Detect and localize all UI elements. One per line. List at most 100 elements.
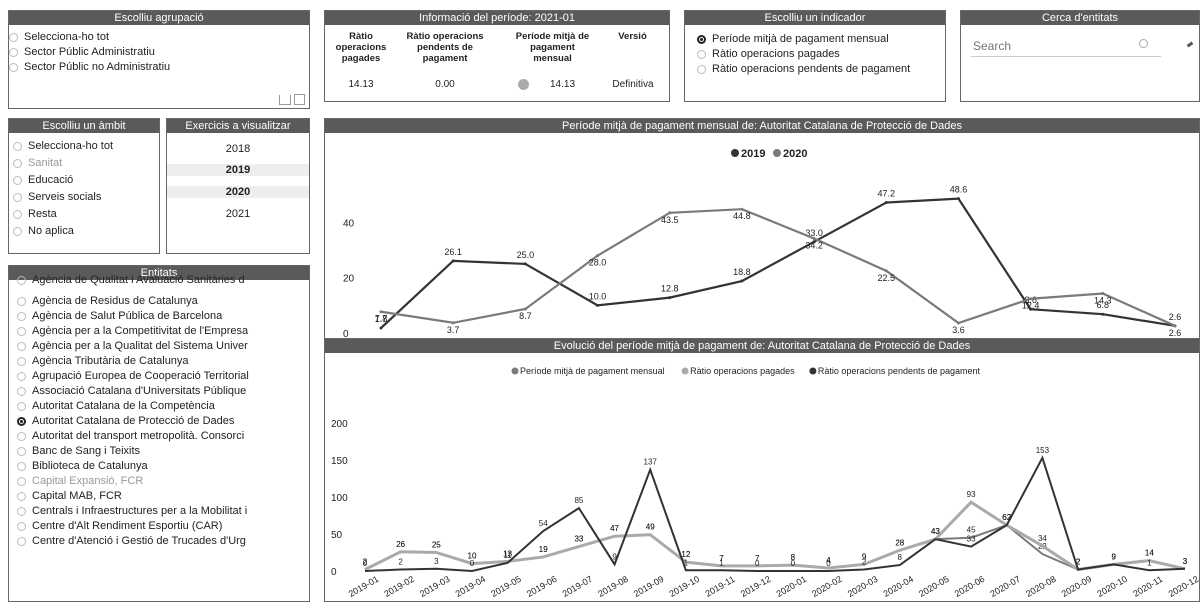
- data-label: 44.8: [733, 211, 751, 221]
- legend-label: Ràtio operacions pagades: [690, 366, 795, 376]
- entitat-item[interactable]: Autoritat Catalana de la Competència: [17, 400, 305, 412]
- radio-icon: [17, 446, 26, 456]
- info-value: Definitiva: [612, 79, 654, 90]
- entitat-item[interactable]: Agència de Salut Pública de Barcelona: [17, 310, 305, 322]
- data-label: 8.7: [519, 311, 532, 321]
- data-label: 2: [363, 558, 368, 567]
- data-label: 13: [503, 549, 512, 558]
- series-line: [364, 500, 1186, 572]
- year-option[interactable]: 2019: [167, 164, 309, 176]
- y-tick-label: 50: [331, 530, 343, 541]
- entitat-item[interactable]: Autoritat del transport metropolità. Con…: [17, 430, 305, 442]
- entitat-item[interactable]: Agència de Residus de Catalunya: [17, 295, 305, 307]
- indicador-option[interactable]: Ràtio operacions pendents de pagament: [697, 63, 945, 75]
- entitat-item[interactable]: Agència per a la Qualitat del Sistema Un…: [17, 340, 305, 352]
- data-label: 3: [434, 557, 439, 566]
- exercicis-title: Exercicis a visualitzar: [167, 119, 309, 133]
- legend-marker: [731, 149, 739, 157]
- ambit-option[interactable]: Educació: [13, 174, 159, 186]
- data-point: [523, 307, 527, 311]
- radio-icon: [697, 64, 706, 74]
- data-point: [668, 296, 672, 300]
- data-label: 14.3: [1094, 295, 1112, 305]
- data-point: [1173, 324, 1177, 328]
- x-tick-label: 2020-07: [988, 574, 1022, 599]
- entitat-item[interactable]: Agrupació Europea de Cooperació Territor…: [17, 370, 305, 382]
- data-label: 0: [826, 559, 831, 568]
- data-point: [884, 269, 888, 273]
- entitat-label: Agència Tributària de Catalunya: [32, 355, 189, 367]
- year-option[interactable]: 2018: [225, 143, 251, 155]
- entitat-label: Autoritat Catalana de la Competència: [32, 400, 215, 412]
- entitats-title: Entitats: [9, 266, 309, 280]
- ambit-option[interactable]: No aplica: [13, 225, 159, 237]
- data-label: 9: [862, 552, 867, 561]
- entitat-label: Agència de Residus de Catalunya: [32, 295, 198, 307]
- data-label: 25.0: [517, 250, 535, 260]
- data-label: 2.6: [1169, 328, 1182, 338]
- x-tick-label: 2020-12: [1167, 574, 1199, 599]
- ambit-option[interactable]: Selecciona-ho tot: [13, 140, 159, 152]
- indicador-option[interactable]: Període mitjà de pagament mensual: [697, 33, 945, 45]
- cerca-title: Cerca d'entitats: [961, 11, 1199, 25]
- series-line: [380, 197, 1176, 329]
- radio-icon: [17, 521, 26, 531]
- search-icon[interactable]: [1139, 39, 1148, 48]
- agrupacio-option[interactable]: Sector Públic no Administratiu: [9, 61, 309, 73]
- radio-icon: [17, 371, 26, 381]
- entitat-item[interactable]: Biblioteca de Catalunya: [17, 460, 305, 472]
- data-label: 9: [612, 552, 617, 561]
- data-label: 7: [719, 554, 724, 563]
- entitat-label: Agència de Salut Pública de Barcelona: [32, 310, 223, 322]
- search-input[interactable]: [971, 35, 1161, 57]
- eraser-icon[interactable]: [1186, 41, 1194, 48]
- radio-icon: [9, 47, 18, 57]
- data-label: 11: [503, 551, 512, 560]
- ambit-option[interactable]: Sanitat: [13, 157, 159, 169]
- year-option[interactable]: 2021: [225, 208, 251, 220]
- data-label: 2: [1076, 558, 1081, 567]
- data-label: 9: [1111, 552, 1116, 561]
- info-value: 0.00: [435, 79, 455, 90]
- entitat-item[interactable]: Banc de Sang i Teixits: [17, 445, 305, 457]
- data-label: 26.1: [444, 247, 462, 257]
- data-label: 9: [1111, 552, 1116, 561]
- entitat-label: Agència per a la Competitivitat de l'Emp…: [32, 325, 249, 337]
- agrupacio-option[interactable]: Sector Públic Administratiu: [9, 46, 309, 58]
- radio-icon: [17, 386, 26, 396]
- evolution-line-chart: Període mitjà de pagament mensual Ràtio o…: [331, 366, 1199, 599]
- entitat-item[interactable]: Centre d'Alt Rendiment Esportiu (CAR): [17, 520, 305, 532]
- entitat-item[interactable]: Agència per a la Competitivitat de l'Emp…: [17, 325, 305, 337]
- indicador-option[interactable]: Ràtio operacions pagades: [697, 48, 945, 60]
- entitat-item[interactable]: Associació Catalana d'Universitats Públi…: [17, 385, 305, 397]
- entitat-label: Associació Catalana d'Universitats Públi…: [32, 385, 247, 397]
- year-option[interactable]: 2020: [167, 186, 309, 198]
- x-tick-label: 2020-06: [953, 574, 987, 599]
- entitat-item[interactable]: Centre d'Atenció i Gestió de Trucades d'…: [17, 535, 305, 547]
- entitat-item[interactable]: Agència de Qualitat i Avaluació Sanitàri…: [17, 274, 305, 286]
- entitat-item[interactable]: Agència Tributària de Catalunya: [17, 355, 305, 367]
- data-point: [812, 240, 816, 244]
- filter-icon[interactable]: [279, 95, 291, 105]
- entitat-item[interactable]: Capital Expansió, FCR: [17, 475, 305, 487]
- entitats-list[interactable]: Agència de Qualitat i Avaluació Sanitàri…: [17, 274, 305, 601]
- agrupacio-option[interactable]: Selecciona-ho tot: [9, 31, 309, 43]
- data-label: 12.4: [1022, 301, 1040, 311]
- entitat-item[interactable]: Centrals i Infraestructures per a la Mob…: [17, 505, 305, 517]
- data-label: 153: [1036, 446, 1050, 455]
- x-tick-label: 2019-03: [418, 574, 452, 599]
- entitat-item[interactable]: Autoritat Catalana de Protecció de Dades: [17, 415, 305, 427]
- radio-selected-icon: [17, 416, 26, 426]
- ambit-option[interactable]: Resta: [13, 208, 159, 220]
- data-point: [740, 279, 744, 283]
- entitat-item[interactable]: Capital MAB, FCR: [17, 490, 305, 502]
- ambit-option[interactable]: Serveis socials: [13, 191, 159, 203]
- radio-icon: [17, 326, 26, 336]
- focus-mode-icon[interactable]: [294, 94, 305, 105]
- data-label: 12: [681, 550, 690, 559]
- x-tick-label: 2019-02: [382, 574, 416, 599]
- info-title: Informació del període: 2021-01: [325, 11, 669, 25]
- data-label: 3: [1183, 557, 1188, 566]
- data-label: 33: [967, 535, 976, 544]
- data-point: [523, 262, 527, 266]
